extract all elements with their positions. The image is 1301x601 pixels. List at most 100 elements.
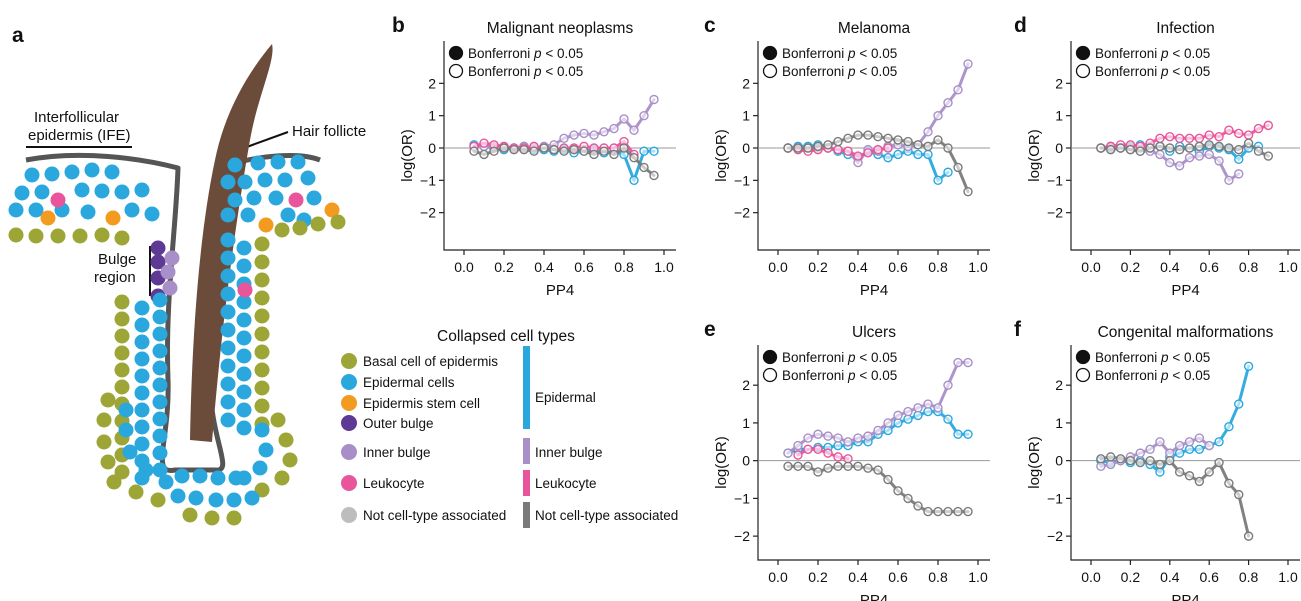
epidermal-cell-dot <box>236 312 252 328</box>
data-point-inner-bulge <box>559 133 569 144</box>
epidermal-cell-dot <box>114 184 130 200</box>
data-point-inner-bulge <box>1135 448 1145 458</box>
data-point-inner-bulge <box>783 448 793 458</box>
data-point-leukocyte <box>1194 133 1205 144</box>
legend-entry: Bonferroni p < 0.05 <box>1095 46 1210 61</box>
data-point-inner-bulge <box>1145 444 1155 455</box>
x-tick-label: 0.2 <box>808 259 828 275</box>
data-point-not-cell-type-associated <box>1155 141 1165 152</box>
panel-label-f: f <box>1014 318 1022 341</box>
collapsed-epidermal: Epidermal <box>535 390 596 405</box>
basal-cell-dot <box>254 326 270 342</box>
legend-open-marker <box>1075 367 1091 383</box>
stem-cell-dot <box>105 210 121 226</box>
data-point-epidermal <box>883 152 893 163</box>
panel-label-c: c <box>704 14 716 37</box>
stem-cell-dot <box>324 202 340 218</box>
legend-filled-marker <box>448 45 464 61</box>
data-point-not-cell-type-associated <box>1135 457 1145 468</box>
epidermal-cell-dot <box>34 184 50 200</box>
data-point-not-cell-type-associated <box>963 506 973 517</box>
epidermal-cell-dot <box>236 348 252 364</box>
y-axis-label: log(OR) <box>713 129 730 182</box>
y-tick-label: −1 <box>1047 172 1063 188</box>
data-point-inner-bulge <box>963 59 973 69</box>
epidermal-cell-dot <box>94 183 110 199</box>
epidermal-cell-dot <box>134 351 150 367</box>
epidermal-cell-dot <box>236 420 252 436</box>
epidermal-cell-dot <box>236 240 252 256</box>
data-point-not-cell-type-associated <box>619 143 629 153</box>
data-point-not-cell-type-associated <box>843 461 853 472</box>
data-point-epidermal <box>943 167 953 177</box>
legend-filled-marker <box>1075 349 1091 365</box>
x-tick-label: 0.2 <box>494 259 514 275</box>
epidermal-cell-dot <box>134 368 150 384</box>
data-point-inner-bulge <box>1194 151 1205 161</box>
basal-cell-dot <box>128 484 144 500</box>
epidermal-cell-dot <box>220 322 236 338</box>
axes-frame <box>1070 345 1300 561</box>
epidermal-cell-dot <box>236 402 252 418</box>
epidermal-cell-dot <box>134 317 150 333</box>
data-point-inner-bulge <box>903 406 913 417</box>
epidermal-cell-dot <box>134 402 150 418</box>
epidermal-cell-dot <box>250 155 266 171</box>
epidermal-cell-dot <box>74 182 90 198</box>
data-point-not-cell-type-associated <box>903 136 913 147</box>
x-tick-label: 0.4 <box>534 259 554 275</box>
chart-panel-b: b Malignant neoplasms 2 1 0 −1 −2 0.0 0.2 0.4 0.6 0… <box>392 14 676 299</box>
epidermal-cell-dot <box>220 174 236 190</box>
data-point-not-cell-type-associated <box>953 506 963 517</box>
epidermal-cell-dot <box>152 445 168 461</box>
data-point-not-cell-type-associated <box>813 467 823 477</box>
data-point-not-cell-type-associated <box>1135 146 1145 156</box>
data-point-leukocyte <box>1214 131 1224 142</box>
cell-type-legend: Collapsed cell types Basal cell of epide… <box>341 328 678 528</box>
epidermal-cell-dot <box>208 492 224 508</box>
basal-cell-dot <box>270 412 286 428</box>
data-point-inner-bulge <box>1204 440 1214 451</box>
epidermal-cell-dot <box>268 190 284 206</box>
epidermal-cell-dot <box>170 488 186 504</box>
basal-cell-dot <box>114 362 130 378</box>
epidermal-cell-dot <box>152 377 168 393</box>
data-point-epidermal <box>923 149 933 160</box>
basal-cell-dot <box>204 510 220 526</box>
data-point-leukocyte <box>803 444 813 455</box>
epidermal-cell-dot <box>220 207 236 223</box>
y-tick-label: −1 <box>734 172 750 188</box>
data-point-inner-bulge <box>813 429 823 439</box>
collapsed-bar-epidermal <box>523 346 530 429</box>
data-point-not-cell-type-associated <box>609 149 619 160</box>
data-point-inner-bulge <box>1224 175 1234 186</box>
data-point-not-cell-type-associated <box>1165 455 1175 466</box>
data-point-leukocyte <box>1204 130 1214 140</box>
data-point-not-cell-type-associated <box>1234 144 1244 155</box>
y-tick-label: 0 <box>1055 140 1063 156</box>
basal-cell-dot <box>114 328 130 344</box>
epidermal-cell-dot <box>192 468 208 484</box>
cell-dots <box>8 154 346 526</box>
x-axis-label: PP4 <box>546 282 574 299</box>
basal-cell-dot <box>96 412 112 428</box>
basal-cell-dot <box>72 228 88 244</box>
data-point-not-cell-type-associated <box>943 143 953 153</box>
x-tick-label: 0.0 <box>768 569 788 585</box>
x-tick-label: 0.0 <box>454 259 474 275</box>
epidermal-cell-dot <box>220 394 236 410</box>
panel-label-e: e <box>704 318 716 341</box>
data-point-inner-bulge <box>893 410 903 421</box>
y-tick-label: 1 <box>742 415 750 431</box>
data-point-inner-bulge <box>1155 149 1165 160</box>
data-point-not-cell-type-associated <box>1125 455 1136 466</box>
basal-cell-dot <box>254 398 270 414</box>
data-point-not-cell-type-associated <box>793 143 803 153</box>
y-tick-label: −1 <box>1047 490 1063 506</box>
y-tick-label: −2 <box>734 528 750 544</box>
epidermal-cell-dot <box>252 460 268 476</box>
data-point-inner-bulge <box>863 431 873 441</box>
data-point-not-cell-type-associated <box>933 135 943 145</box>
collapsed-bar-leukocyte <box>523 470 530 496</box>
data-point-inner-bulge <box>943 98 953 108</box>
